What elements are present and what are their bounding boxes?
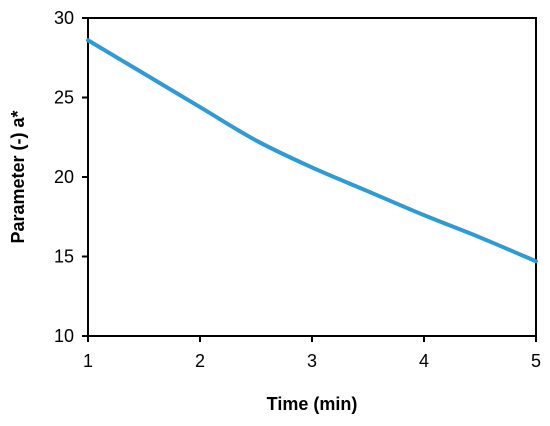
x-tick-label: 2 [195, 351, 205, 371]
series-layer [86, 38, 538, 264]
x-tick-label: 4 [419, 351, 429, 371]
y-axis-label: Parameter (-) a* [8, 110, 28, 243]
x-tick-label: 1 [83, 351, 93, 371]
x-tick-label: 3 [307, 351, 317, 371]
x-axis-label: Time (min) [267, 394, 358, 414]
y-tick-label: 30 [54, 8, 74, 28]
plot-frame [87, 17, 537, 337]
y-tick-label: 15 [54, 247, 74, 267]
series-line-0 [86, 38, 538, 264]
x-axis-ticks: 1 2 3 4 5 [83, 336, 541, 371]
plot-area [87, 17, 537, 337]
y-tick-label: 25 [54, 88, 74, 108]
y-tick-label: 20 [54, 167, 74, 187]
x-tick-label: 5 [531, 351, 541, 371]
y-tick-label: 10 [54, 326, 74, 346]
y-axis-ticks: 10 15 20 25 30 [54, 8, 88, 346]
